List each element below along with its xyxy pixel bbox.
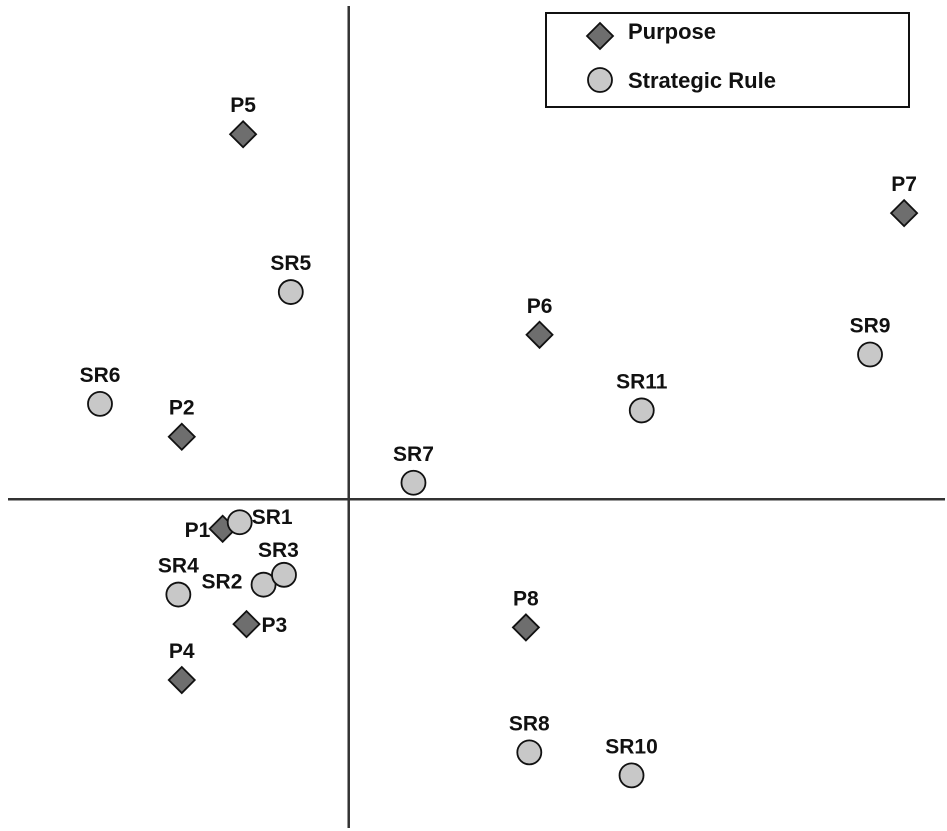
legend-strategic-rule-label: Strategic Rule <box>628 68 776 93</box>
legend: Purpose Strategic Rule <box>545 12 910 108</box>
point-sr8-marker <box>516 739 543 766</box>
legend-strategic-rule-marker <box>587 67 613 93</box>
point-sr9-label: SR9 <box>850 315 891 338</box>
point-sr2-marker <box>250 571 277 598</box>
legend-purpose-label: Purpose <box>628 19 716 44</box>
point-p3-label: P3 <box>262 614 288 637</box>
point-p3-marker <box>232 609 261 639</box>
point-sr1-marker <box>226 509 253 536</box>
point-sr7-label: SR7 <box>393 443 434 466</box>
point-sr3-label: SR3 <box>258 539 299 562</box>
point-sr7-marker <box>400 469 427 496</box>
point-sr10-marker <box>618 762 645 789</box>
point-sr6-marker <box>87 390 113 417</box>
point-sr9-marker <box>857 341 883 368</box>
point-p8-label: P8 <box>513 587 539 610</box>
point-sr2-label: SR2 <box>202 571 243 594</box>
point-p8-marker <box>511 613 541 642</box>
point-sr4-marker <box>165 581 192 608</box>
point-p7-marker <box>889 198 919 228</box>
point-sr1-label: SR1 <box>252 506 293 529</box>
point-p6-marker <box>525 320 554 350</box>
point-p1-label: P1 <box>185 519 211 542</box>
point-p7-label: P7 <box>891 173 917 196</box>
data-points: P1 P2 P3 P4 P5 P6 P7 P8 SR1 SR2 SR3 SR4 SR5 SR6 SR7 SR8… <box>80 94 919 789</box>
point-p4-label: P4 <box>169 640 195 663</box>
point-p5-marker <box>228 119 258 149</box>
point-sr11-marker <box>628 397 655 424</box>
point-p6-label: P6 <box>527 295 553 318</box>
point-p2-marker <box>167 422 197 452</box>
point-p5-label: P5 <box>230 94 256 117</box>
point-sr3-marker <box>271 561 297 588</box>
point-sr5-marker <box>277 279 304 305</box>
legend-purpose-marker <box>585 21 615 51</box>
point-p4-marker <box>167 665 197 695</box>
point-sr4-label: SR4 <box>158 555 199 578</box>
point-sr5-label: SR5 <box>270 252 311 275</box>
point-sr6-label: SR6 <box>80 364 121 387</box>
point-sr8-label: SR8 <box>509 712 550 735</box>
point-sr11-label: SR11 <box>616 370 668 393</box>
point-p2-label: P2 <box>169 397 195 420</box>
point-sr10-label: SR10 <box>605 735 658 758</box>
